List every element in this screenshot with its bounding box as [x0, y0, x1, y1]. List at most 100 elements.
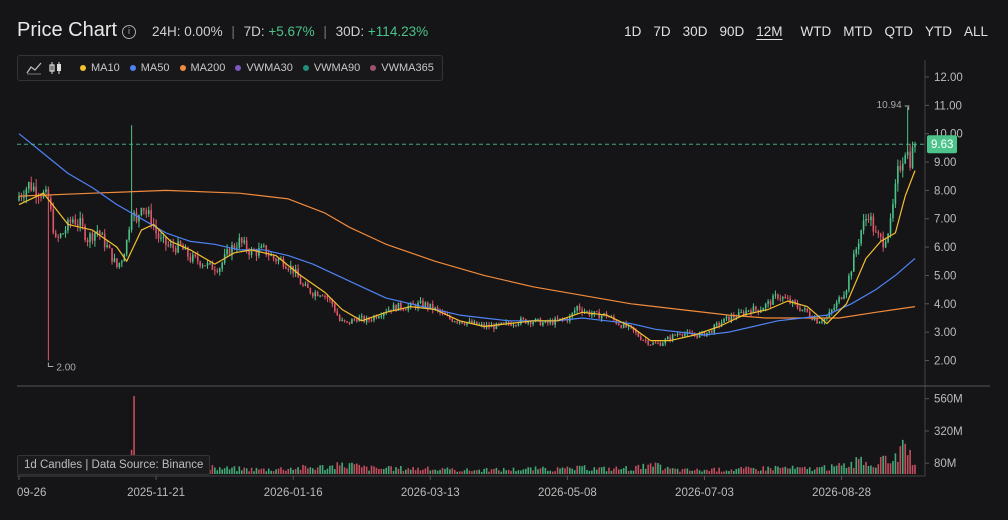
volume-bar	[544, 467, 547, 474]
candle-body	[196, 256, 199, 262]
candle-body	[236, 247, 238, 249]
volume-bar	[703, 469, 706, 474]
candlestick-chart-icon[interactable]	[48, 61, 64, 75]
volume-bar	[713, 467, 716, 474]
candle-body	[640, 336, 642, 341]
legend-item-ma10[interactable]: MA10	[80, 62, 120, 74]
legend-item-vwma30[interactable]: VWMA30	[235, 62, 293, 74]
candle-body	[855, 249, 858, 254]
candle-body	[116, 258, 118, 268]
candle-body	[309, 287, 312, 294]
candle-body	[909, 151, 911, 168]
candle-body	[901, 163, 904, 171]
candle-body	[20, 196, 23, 198]
volume-bar	[495, 467, 498, 474]
candle-body	[877, 232, 880, 234]
period-button-all[interactable]: ALL	[963, 24, 988, 39]
volume-bar	[669, 468, 671, 474]
chart-header: Price Chart i 24H: 0.00% | 7D: +5.67% | …	[0, 0, 1008, 62]
range-button-12m[interactable]: 12M	[756, 24, 783, 39]
volume-tick-label: 320M	[934, 426, 963, 438]
volume-bar	[427, 466, 429, 474]
volume-bar	[718, 467, 720, 474]
volume-bar	[458, 471, 461, 474]
volume-bar	[466, 468, 468, 474]
candle-body	[556, 318, 559, 320]
volume-bar	[412, 466, 414, 474]
volume-bar	[850, 461, 853, 474]
legend-item-vwma90[interactable]: VWMA90	[302, 62, 360, 74]
candle-body	[745, 310, 747, 315]
candle-body	[25, 188, 28, 198]
period-button-mtd[interactable]: MTD	[843, 24, 873, 39]
candle-body	[850, 271, 853, 276]
candle-body	[248, 250, 250, 255]
candle-body	[684, 333, 686, 336]
volume-bar	[720, 471, 723, 474]
candle-body	[559, 318, 561, 320]
legend-dot	[235, 65, 242, 71]
line-chart-icon[interactable]	[26, 61, 42, 75]
candle-body	[81, 218, 84, 226]
candle-body	[363, 316, 365, 322]
range-button-1d[interactable]: 1D	[624, 24, 642, 39]
candle-body	[573, 310, 576, 313]
volume-bar	[769, 468, 772, 474]
range-button-30d[interactable]: 30D	[682, 24, 708, 39]
range-button-7d[interactable]: 7D	[653, 24, 671, 39]
candle-body	[799, 307, 801, 311]
price-tick-label: 12.00	[934, 72, 963, 84]
volume-bar	[512, 467, 515, 474]
volume-bar	[684, 468, 686, 474]
time-tick-label: 2025-11-21	[127, 487, 185, 499]
volume-bar	[752, 467, 755, 474]
candle-body	[539, 318, 542, 326]
volume-bar	[889, 463, 892, 474]
period-button-qtd[interactable]: QTD	[884, 24, 913, 39]
candle-body	[564, 318, 566, 320]
candle-body	[378, 316, 380, 319]
volume-bar	[762, 466, 765, 474]
candle-body	[84, 225, 86, 240]
period-button-ytd[interactable]: YTD	[924, 24, 952, 39]
volume-bar	[429, 470, 432, 474]
candle-body	[830, 309, 833, 313]
candle-body	[777, 294, 779, 299]
candle-body	[480, 324, 483, 326]
volume-bar	[515, 471, 517, 474]
volume-bar	[613, 468, 615, 474]
candle-body	[657, 342, 659, 344]
candle-body	[679, 333, 681, 335]
candle-body	[216, 270, 219, 272]
range-button-90d[interactable]: 90D	[719, 24, 745, 39]
legend-item-ma50[interactable]: MA50	[129, 62, 170, 74]
price-tick-label: 3.00	[934, 327, 956, 339]
candle-body	[718, 323, 720, 326]
legend-item-vwma365[interactable]: VWMA365	[370, 62, 434, 74]
candle-body	[370, 319, 373, 321]
candle-body	[86, 239, 89, 243]
legend-item-ma200[interactable]: MA200	[179, 62, 225, 74]
low-marker-label: 2.00	[56, 362, 76, 373]
period-button-wtd[interactable]: WTD	[800, 24, 832, 39]
candle-body	[774, 294, 777, 296]
candle-body	[794, 300, 796, 304]
volume-bar	[884, 455, 887, 474]
candle-body	[380, 315, 383, 317]
candle-body	[62, 233, 64, 235]
volume-bar	[711, 468, 713, 474]
candle-body	[889, 217, 892, 234]
info-icon[interactable]: i	[122, 25, 136, 39]
candle-body	[879, 233, 882, 237]
volume-bar	[750, 467, 752, 474]
candle-body	[688, 331, 691, 334]
volume-bar	[329, 465, 331, 474]
volume-bar	[299, 469, 302, 474]
volume-bar	[659, 464, 662, 474]
candle-body	[865, 219, 867, 221]
candle-body	[409, 303, 412, 307]
candle-body	[471, 320, 473, 324]
candle-body	[542, 322, 544, 326]
candle-body	[419, 300, 422, 303]
